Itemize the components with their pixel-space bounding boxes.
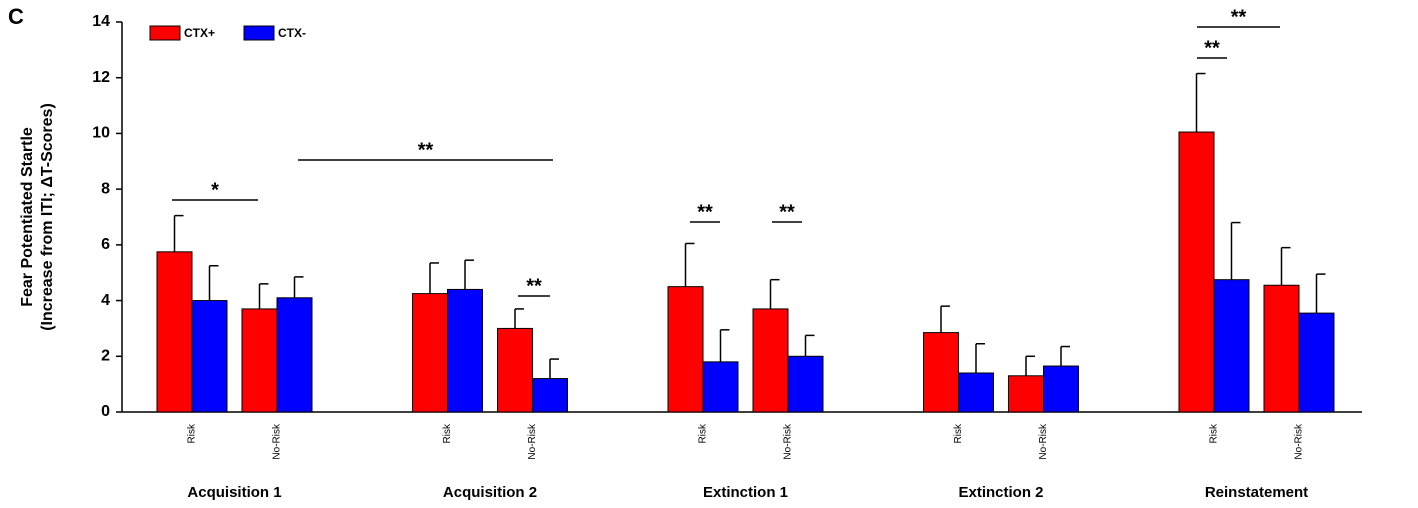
bar (1263, 284, 1300, 413)
legend-swatch (243, 25, 275, 41)
y-tick-label: 10 (92, 125, 110, 142)
bar (1213, 279, 1250, 413)
x-tick-label: Risk (953, 423, 964, 443)
group-label: Extinction 2 (958, 484, 1043, 501)
significance-label: ** (1231, 6, 1247, 28)
legend-swatch (149, 25, 181, 41)
bar (241, 308, 278, 413)
x-tick-label: No-Risk (272, 423, 283, 460)
x-tick-label: No-Risk (783, 423, 794, 460)
bar (447, 288, 483, 413)
significance-label: ** (779, 201, 795, 223)
group-label: Acquisition 1 (187, 484, 281, 501)
y-axis-title-line: Fear Potentiated Startle (19, 127, 36, 307)
y-tick-label: 2 (101, 348, 110, 365)
y-tick-label: 12 (92, 69, 110, 86)
significance-label: ** (526, 275, 542, 297)
bar (532, 378, 568, 413)
y-tick-label: 0 (101, 403, 110, 420)
x-tick-label: Risk (187, 423, 198, 443)
bar (412, 293, 448, 413)
significance-label: ** (697, 201, 713, 223)
y-tick-label: 14 (92, 13, 110, 30)
bar (752, 308, 789, 413)
group-label: Acquisition 2 (443, 484, 537, 501)
x-tick-label: Risk (698, 423, 709, 443)
bar (1043, 365, 1079, 413)
significance-label: ** (1204, 37, 1220, 59)
y-tick-label: 6 (101, 236, 110, 253)
y-tick-label: 4 (101, 292, 110, 309)
group-label: Extinction 1 (703, 484, 788, 501)
y-axis-title-line: (Increase from ITI; ΔT-Scores) (39, 103, 56, 331)
bar (1298, 312, 1335, 413)
significance-label: ** (418, 139, 434, 161)
x-tick-label: No-Risk (1294, 423, 1305, 460)
legend-label: CTX+ (184, 26, 215, 40)
y-tick-label: 8 (101, 180, 110, 197)
bar (497, 327, 533, 413)
bar (958, 372, 994, 413)
significance-label: * (211, 179, 219, 201)
bar (156, 251, 193, 413)
bar (787, 355, 824, 413)
bar (667, 286, 704, 413)
bar (1008, 375, 1044, 413)
legend-label: CTX- (278, 26, 306, 40)
bar (1178, 131, 1215, 413)
x-tick-label: Risk (442, 423, 453, 443)
bar (276, 297, 313, 413)
bar (702, 361, 739, 413)
x-tick-label: No-Risk (1038, 423, 1049, 460)
panel-label: C (8, 4, 24, 29)
x-tick-label: No-Risk (527, 423, 538, 460)
bar (923, 332, 959, 413)
y-axis-title: Fear Potentiated Startle (Increase from … (19, 103, 56, 331)
bar (191, 300, 228, 413)
group-label: Reinstatement (1205, 484, 1308, 501)
x-tick-label: Risk (1209, 423, 1220, 443)
